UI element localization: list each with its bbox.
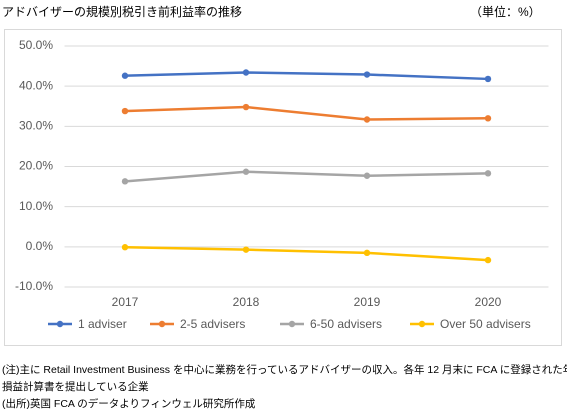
point: [242, 168, 250, 175]
point: [363, 249, 371, 257]
y-tick-label: 50.0%: [19, 38, 53, 52]
point: [484, 170, 492, 177]
point: [242, 69, 250, 76]
series-line: [124, 245, 489, 262]
legend-label: 6-50 advisers: [310, 317, 382, 331]
legend-marker: [418, 320, 426, 328]
series-line: [124, 71, 489, 81]
point: [363, 71, 371, 78]
legend-label: 2-5 advisers: [180, 317, 245, 331]
point: [363, 172, 371, 179]
x-tick-label: 2017: [112, 295, 139, 309]
point: [242, 246, 250, 253]
note: (注)主に Retail Investment Business を中心に業務を…: [2, 364, 567, 376]
point: [484, 256, 492, 264]
legend-marker: [288, 320, 296, 328]
legend-marker: [158, 320, 166, 328]
point: [363, 116, 371, 123]
y-tick-label: 0.0%: [26, 239, 54, 253]
point: [242, 103, 250, 111]
y-tick-label: 20.0%: [19, 159, 53, 173]
x-tick-label: 2018: [233, 295, 260, 309]
x-tick-label: 2019: [354, 295, 381, 309]
x-tick-label: 2020: [475, 295, 502, 309]
y-tick-label: -10.0%: [15, 279, 53, 293]
point: [121, 107, 129, 115]
point: [121, 244, 129, 251]
y-tick-label: 40.0%: [19, 78, 53, 92]
note: 損益計算書を提出している企業: [2, 381, 149, 393]
legend-label: Over 50 advisers: [440, 317, 531, 331]
legend-marker: [56, 320, 64, 328]
y-tick-label: 10.0%: [19, 199, 53, 213]
y-tick-label: 30.0%: [19, 119, 53, 133]
series-line: [124, 105, 489, 121]
unit-label: （単位：%）: [470, 4, 541, 19]
legend-label: 1 adviser: [78, 317, 127, 331]
point: [484, 75, 492, 83]
point: [121, 72, 129, 79]
point: [121, 178, 129, 185]
chart-title: アドバイザーの規模別税引き前利益率の推移: [2, 4, 242, 19]
chart-border: [4, 29, 562, 346]
series-line: [124, 170, 489, 183]
note: (出所)英国 FCA のデータよりフィンウェル研究所作成: [2, 398, 256, 410]
point: [484, 115, 492, 122]
